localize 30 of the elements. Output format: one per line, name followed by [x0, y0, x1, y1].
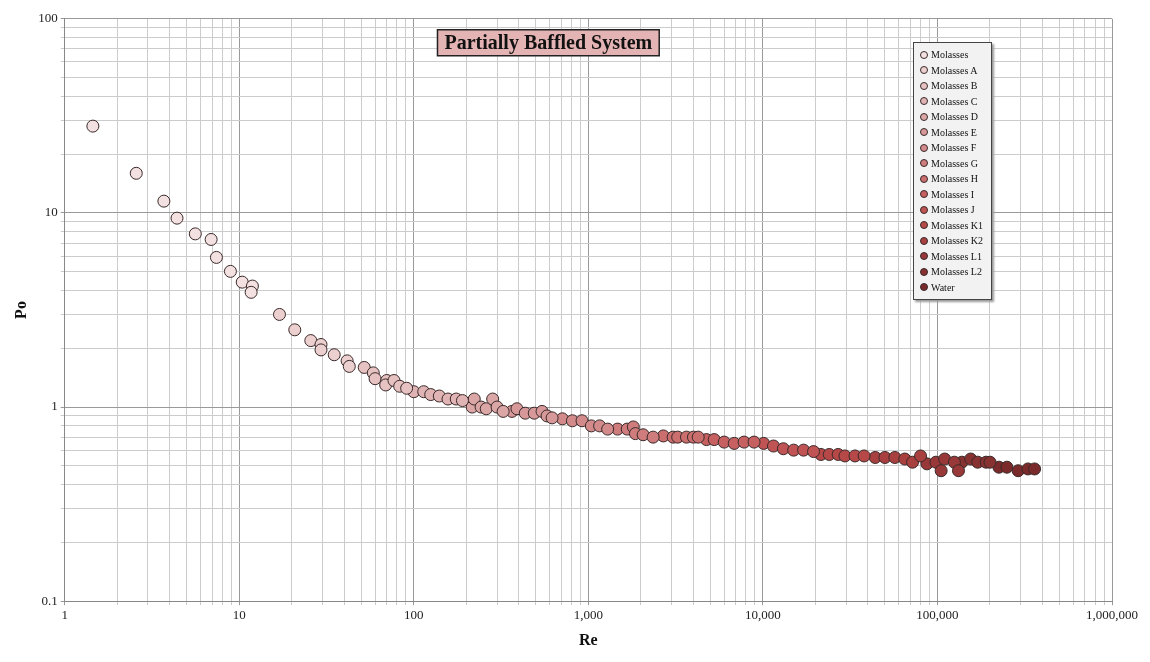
- legend-label: Molasses J: [931, 204, 975, 216]
- legend-label: Molasses L1: [931, 250, 982, 262]
- x-tick-label: 1,000: [573, 607, 603, 623]
- legend-label: Molasses K2: [931, 235, 983, 247]
- x-tick-label: 100,000: [916, 607, 959, 623]
- x-tick-label: 1: [61, 607, 68, 623]
- legend-label: Molasses H: [931, 173, 978, 185]
- x-axis-title: Re: [579, 630, 598, 648]
- legend-label: Molasses D: [931, 111, 978, 123]
- legend-label: Molasses B: [931, 80, 978, 92]
- y-axis-title: Po: [11, 301, 29, 319]
- x-tick-label: 1,000,000: [1086, 607, 1138, 623]
- x-tick-label: 10: [232, 607, 246, 623]
- y-tick-label: 0.1: [41, 592, 58, 608]
- legend-label: Molasses F: [931, 142, 977, 154]
- y-tick-label: 100: [38, 10, 58, 26]
- text: Partially Baffled System: [444, 30, 653, 54]
- legend-label: Molasses: [931, 49, 969, 61]
- legend-label: Molasses I: [931, 188, 975, 200]
- legend-label: Molasses G: [931, 157, 978, 169]
- x-tick-label: 100: [404, 607, 424, 623]
- y-tick-label: 1: [51, 398, 58, 414]
- legend-label: Molasses E: [931, 126, 977, 138]
- legend-label: Water: [931, 281, 955, 293]
- legend-label: Molasses K1: [931, 219, 983, 231]
- legend-label: Molasses L2: [931, 266, 982, 278]
- x-tick-label: 10,000: [745, 607, 781, 623]
- legend-label: Molasses A: [931, 64, 978, 76]
- y-tick-label: 10: [44, 204, 58, 220]
- legend-label: Molasses C: [931, 95, 978, 107]
